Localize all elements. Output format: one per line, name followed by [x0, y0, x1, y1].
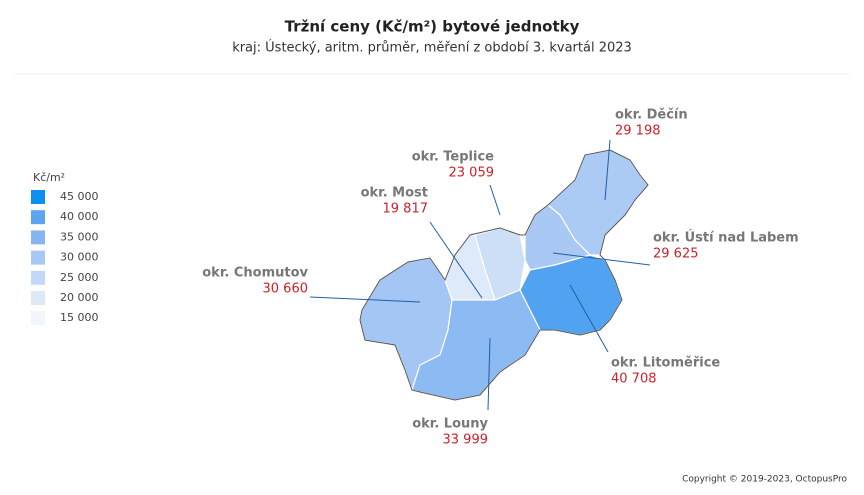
region-outline: [359, 149, 649, 401]
legend-swatch: [31, 270, 45, 285]
district-name: okr. Chomutov: [202, 266, 308, 281]
legend-swatch: [31, 311, 45, 326]
district-value: 29 625: [653, 247, 699, 262]
district-name: okr. Louny: [412, 417, 488, 432]
leader-line: [309, 296, 421, 303]
title: Tržní ceny (Kč/m²) bytové jednotky: [285, 18, 580, 36]
district-value: 33 999: [443, 433, 489, 448]
leader-line: [489, 184, 501, 216]
district-value: 29 198: [615, 124, 661, 139]
legend-swatch: [31, 250, 45, 265]
district-name: okr. Teplice: [412, 150, 494, 165]
district-name: okr. Děčín: [615, 108, 688, 123]
legend-swatch: [31, 230, 45, 245]
copyright: Copyright © 2019-2023, OctopusPro: [682, 475, 847, 485]
legend-label: 35 000: [60, 230, 99, 243]
subtitle: kraj: Ústecký, aritm. průměr, měření z o…: [232, 40, 632, 56]
leader-line: [429, 221, 483, 299]
legend-unit: Kč/m²: [33, 171, 65, 184]
leader-line: [604, 139, 611, 201]
legend-label: 25 000: [60, 271, 99, 284]
legend-swatch: [31, 190, 45, 204]
legend-swatch: [31, 291, 45, 305]
district-name: okr. Litoměřice: [611, 356, 720, 371]
legend-label: 30 000: [60, 251, 99, 264]
legend-label: 15 000: [60, 311, 99, 324]
legend-label: 45 000: [60, 190, 99, 203]
district-value: 40 708: [611, 372, 657, 387]
district-value: 23 059: [449, 166, 495, 181]
leader-line: [487, 337, 491, 411]
leader-line: [569, 284, 609, 353]
district-name: okr. Ústí nad Labem: [653, 230, 799, 246]
district-name: okr. Most: [361, 186, 428, 201]
legend-label: 40 000: [60, 210, 99, 223]
district-value: 19 817: [383, 202, 429, 217]
district-value: 30 660: [263, 282, 309, 297]
legend-label: 20 000: [60, 291, 99, 304]
legend-swatch: [31, 210, 45, 225]
leader-line: [552, 252, 651, 266]
